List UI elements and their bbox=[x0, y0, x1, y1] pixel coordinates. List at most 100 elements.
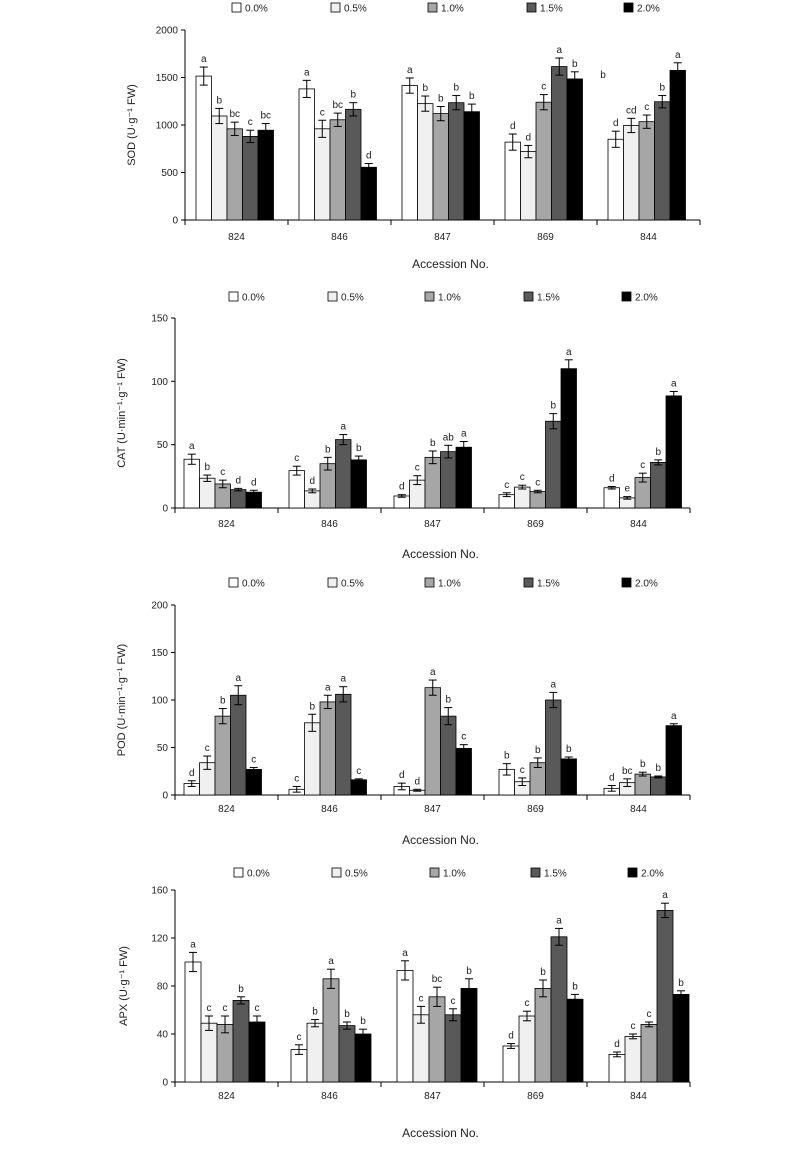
bar bbox=[603, 487, 620, 509]
significance-letter: a bbox=[556, 45, 562, 56]
legend-label: 2.0% bbox=[635, 579, 658, 590]
significance-letter: c bbox=[451, 996, 456, 1007]
significance-letter: b bbox=[325, 444, 331, 455]
y-tick-label: 0 bbox=[162, 504, 168, 515]
significance-letter: b bbox=[572, 59, 578, 70]
bar bbox=[242, 135, 259, 221]
significance-letter: c bbox=[541, 82, 546, 93]
y-tick-label: 0 bbox=[172, 216, 178, 227]
legend-label: 0.5% bbox=[341, 293, 364, 304]
significance-letter: c bbox=[520, 472, 525, 483]
bar bbox=[566, 998, 584, 1083]
significance-letter: e bbox=[624, 484, 630, 495]
y-tick-label: 1500 bbox=[156, 73, 179, 84]
bar bbox=[440, 451, 457, 509]
bar bbox=[230, 489, 247, 509]
x-tick-label: 824 bbox=[228, 232, 245, 243]
bar bbox=[350, 779, 367, 796]
significance-letter: b bbox=[550, 401, 556, 412]
significance-letter: b bbox=[655, 763, 661, 774]
significance-letter: a bbox=[430, 667, 436, 678]
bar bbox=[248, 1021, 266, 1083]
panel-sod: 0.0% 0.5% 1.0% 1.5% 2.0% 0 500 1000 1500 2000 SOD … bbox=[126, 2, 701, 271]
bar bbox=[448, 102, 465, 221]
y-tick-label: 500 bbox=[161, 168, 178, 179]
bar bbox=[455, 748, 472, 796]
significance-letter: b bbox=[453, 83, 459, 94]
significance-letter: b bbox=[238, 984, 244, 995]
bar bbox=[460, 988, 478, 1083]
significance-letter: b bbox=[312, 1007, 318, 1018]
bar bbox=[518, 1015, 536, 1083]
significance-letter: c bbox=[248, 117, 253, 128]
bar bbox=[304, 722, 321, 796]
significance-letter: d bbox=[235, 475, 241, 486]
x-tick-label: 869 bbox=[527, 1091, 544, 1102]
significance-letter: b bbox=[535, 745, 541, 756]
significance-letter: a bbox=[340, 674, 346, 685]
bar bbox=[345, 108, 362, 221]
bar bbox=[463, 111, 480, 221]
significance-letter: c bbox=[525, 998, 530, 1009]
bar bbox=[440, 715, 457, 796]
bar bbox=[640, 1024, 658, 1083]
significance-letter: c bbox=[415, 463, 420, 474]
significance-letter: d bbox=[251, 477, 257, 488]
significance-letter: d bbox=[609, 773, 615, 784]
x-tick-label: 844 bbox=[630, 519, 647, 530]
significance-letter: d bbox=[508, 1031, 514, 1042]
legend-label: 0.5% bbox=[341, 579, 364, 590]
significance-letter: a bbox=[325, 682, 331, 693]
significance-letter: b bbox=[438, 93, 444, 104]
bar bbox=[304, 490, 321, 509]
significance-letter: c bbox=[520, 765, 525, 776]
bar bbox=[650, 461, 667, 509]
legend-swatch bbox=[231, 2, 242, 13]
y-tick-label: 0 bbox=[162, 1078, 168, 1089]
significance-letter: c bbox=[205, 743, 210, 754]
legend-swatch bbox=[424, 291, 435, 302]
x-tick-label: 844 bbox=[630, 804, 647, 815]
y-tick-label: 40 bbox=[157, 1030, 169, 1041]
x-tick-label: 824 bbox=[218, 1091, 235, 1102]
significance-letter: c bbox=[297, 1032, 302, 1043]
legend-swatch bbox=[526, 2, 537, 13]
significance-letter: b bbox=[422, 83, 428, 94]
significance-letter: d bbox=[613, 118, 619, 129]
bar bbox=[184, 961, 202, 1083]
legend-swatch bbox=[429, 867, 440, 878]
x-tick-label: 869 bbox=[537, 232, 554, 243]
x-tick-label: 846 bbox=[331, 232, 348, 243]
legend-label: 0.0% bbox=[247, 869, 270, 880]
y-tick-label: 100 bbox=[151, 696, 168, 707]
legend-swatch bbox=[327, 577, 338, 588]
legend-label: 2.0% bbox=[641, 869, 664, 880]
bar bbox=[514, 486, 531, 509]
y-tick-label: 1000 bbox=[156, 121, 179, 132]
legend-swatch bbox=[530, 867, 541, 878]
panel-cat: 0.0% 0.5% 1.0% 1.5% 2.0% 0 50 100 150 CAT (U·min⁻… bbox=[116, 291, 691, 561]
bar bbox=[634, 773, 651, 796]
y-tick-label: 2000 bbox=[156, 26, 179, 37]
legend-label: 0.0% bbox=[242, 293, 265, 304]
significance-letter: b bbox=[216, 95, 222, 106]
bar bbox=[401, 85, 418, 221]
bar bbox=[257, 129, 274, 221]
bar bbox=[607, 138, 624, 221]
legend-label: 1.5% bbox=[537, 293, 560, 304]
significance-letter: a bbox=[235, 673, 241, 684]
bar bbox=[195, 75, 212, 221]
legend-swatch bbox=[424, 577, 435, 588]
bar bbox=[335, 693, 352, 796]
significance-letter: a bbox=[566, 347, 572, 358]
bar bbox=[560, 368, 577, 509]
significance-letter: bc bbox=[260, 111, 271, 122]
legend-label: 0.5% bbox=[344, 4, 367, 15]
bar bbox=[306, 1022, 324, 1083]
significance-letter: b bbox=[659, 83, 665, 94]
significance-letter: a bbox=[201, 54, 207, 65]
bar bbox=[560, 758, 577, 796]
significance-letter: a bbox=[402, 948, 408, 959]
significance-letter: a bbox=[189, 441, 195, 452]
